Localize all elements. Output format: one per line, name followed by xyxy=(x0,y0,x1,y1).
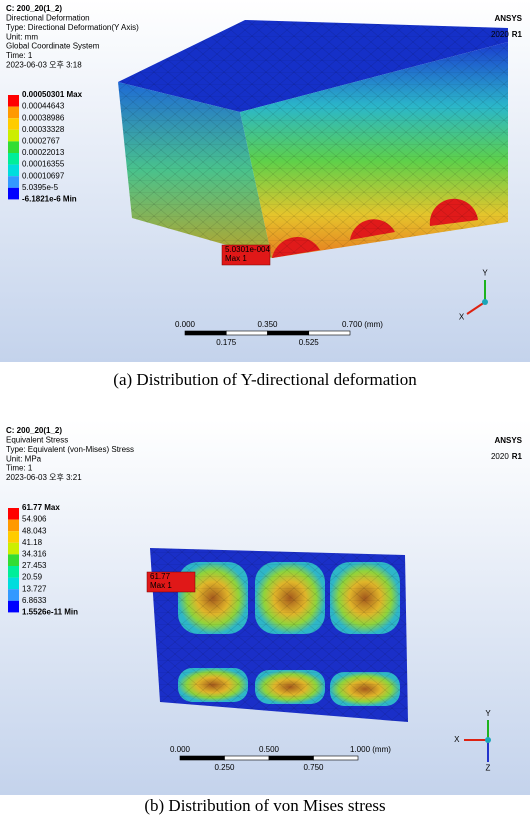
probe-label: 5.0301e-004 xyxy=(225,245,270,254)
triad-origin xyxy=(485,737,491,743)
logo: ANSYS xyxy=(494,14,522,23)
legend-label: -6.1821e-6 Min xyxy=(22,195,77,204)
release: R1 xyxy=(512,30,523,39)
release: R1 xyxy=(512,452,523,461)
scale-segment xyxy=(179,755,225,761)
legend-label: 34.316 xyxy=(22,550,47,559)
scale-segment xyxy=(268,755,314,761)
probe-label: 61.77 xyxy=(150,572,171,581)
legend-band xyxy=(8,187,19,200)
version: 2020 R1 xyxy=(491,30,523,39)
legend-label: 5.0395e-5 xyxy=(22,183,59,192)
header-line: Unit: mm xyxy=(6,32,38,41)
legend-band xyxy=(8,164,19,177)
legend-label: 1.5526e-11 Min xyxy=(22,608,78,617)
version-number: 2020 xyxy=(491,452,509,461)
header-line: 2023-06-03 오후 3:18 xyxy=(6,61,82,70)
legend-label: 0.00016355 xyxy=(22,160,65,169)
model-b xyxy=(150,548,408,722)
header-line: Global Coordinate System xyxy=(6,42,100,51)
legend-band xyxy=(8,508,19,520)
scale-label: 0.000 xyxy=(170,745,191,754)
legend-band xyxy=(8,531,19,543)
legend-label: 0.0002767 xyxy=(22,137,60,146)
legend-band xyxy=(8,566,19,578)
scale-label: 0.350 xyxy=(257,320,278,329)
legend-band xyxy=(8,153,19,165)
scale-segment xyxy=(224,755,270,761)
legend-band xyxy=(8,95,19,107)
probe-label: Max 1 xyxy=(225,254,247,263)
legend-band xyxy=(8,589,19,601)
legend-label: 0.00022013 xyxy=(22,148,65,157)
legend-band xyxy=(8,600,19,613)
triad-origin xyxy=(482,299,488,305)
scale-label: 0.750 xyxy=(303,763,324,772)
legend-band xyxy=(8,554,19,566)
header-line: 2023-06-03 오후 3:21 xyxy=(6,473,82,482)
scale-label: 1.000 (mm) xyxy=(350,745,391,754)
scale-segment xyxy=(267,330,310,336)
legend-label: 0.00050301 Max xyxy=(22,90,83,99)
scale-label: 0.500 xyxy=(259,745,280,754)
scale-segment xyxy=(313,755,359,761)
header-line: Time: 1 xyxy=(6,464,33,473)
caption: (a) Distribution of Y-directional deform… xyxy=(113,370,417,389)
probe-label: Max 1 xyxy=(150,581,172,590)
model-a xyxy=(118,20,508,258)
probe-box xyxy=(221,244,271,266)
triad-label: X xyxy=(459,313,465,322)
scale-segment xyxy=(308,330,351,336)
legend-band xyxy=(8,129,19,142)
scale-label: 0.250 xyxy=(214,763,235,772)
legend-label: 27.453 xyxy=(22,561,47,570)
triad-label: Y xyxy=(482,269,488,278)
legend-label: 0.00010697 xyxy=(22,171,65,180)
header-line: Directional Deformation xyxy=(6,14,90,23)
header-line: Type: Equivalent (von-Mises) Stress xyxy=(6,445,134,454)
legend-label: 0.00038986 xyxy=(22,113,65,122)
legend-band xyxy=(8,106,19,119)
legend-label: 20.59 xyxy=(22,573,43,582)
legend-label: 48.043 xyxy=(22,526,47,535)
legend-label: 13.727 xyxy=(22,584,47,593)
header-line: C: 200_20(1_2) xyxy=(6,426,62,435)
legend-band xyxy=(8,542,19,555)
legend-label: 41.18 xyxy=(22,538,43,547)
scale-segment xyxy=(225,330,268,336)
caption: (b) Distribution of von Mises stress xyxy=(144,796,385,815)
legend-band xyxy=(8,141,19,153)
legend-label: 0.00044643 xyxy=(22,102,65,111)
triad-label: X xyxy=(454,735,460,744)
header-line: Equivalent Stress xyxy=(6,436,68,445)
version-number: 2020 xyxy=(491,30,509,39)
header-line: Unit: MPa xyxy=(6,454,42,463)
version: 2020 R1 xyxy=(491,452,523,461)
legend-label: 0.00033328 xyxy=(22,125,65,134)
scale-label: 0.525 xyxy=(299,338,320,347)
legend-band xyxy=(8,519,19,532)
scale-segment xyxy=(184,330,227,336)
legend-label: 54.906 xyxy=(22,515,47,524)
legend-band xyxy=(8,176,19,188)
scale-label: 0.175 xyxy=(216,338,237,347)
header-line: C: 200_20(1_2) xyxy=(6,4,62,13)
probe-box xyxy=(146,571,196,593)
header-line: Time: 1 xyxy=(6,51,33,60)
scale-label: 0.000 xyxy=(175,320,196,329)
legend-label: 61.77 Max xyxy=(22,503,60,512)
header-line: Type: Directional Deformation(Y Axis) xyxy=(6,23,139,32)
scale-label: 0.700 (mm) xyxy=(342,320,383,329)
legend-band xyxy=(8,577,19,590)
legend-band xyxy=(8,118,19,130)
logo: ANSYS xyxy=(494,436,522,445)
triad-label: Y xyxy=(485,709,491,718)
triad-label: Z xyxy=(486,764,491,773)
triad-axis xyxy=(466,301,486,315)
legend-label: 6.8633 xyxy=(22,596,47,605)
